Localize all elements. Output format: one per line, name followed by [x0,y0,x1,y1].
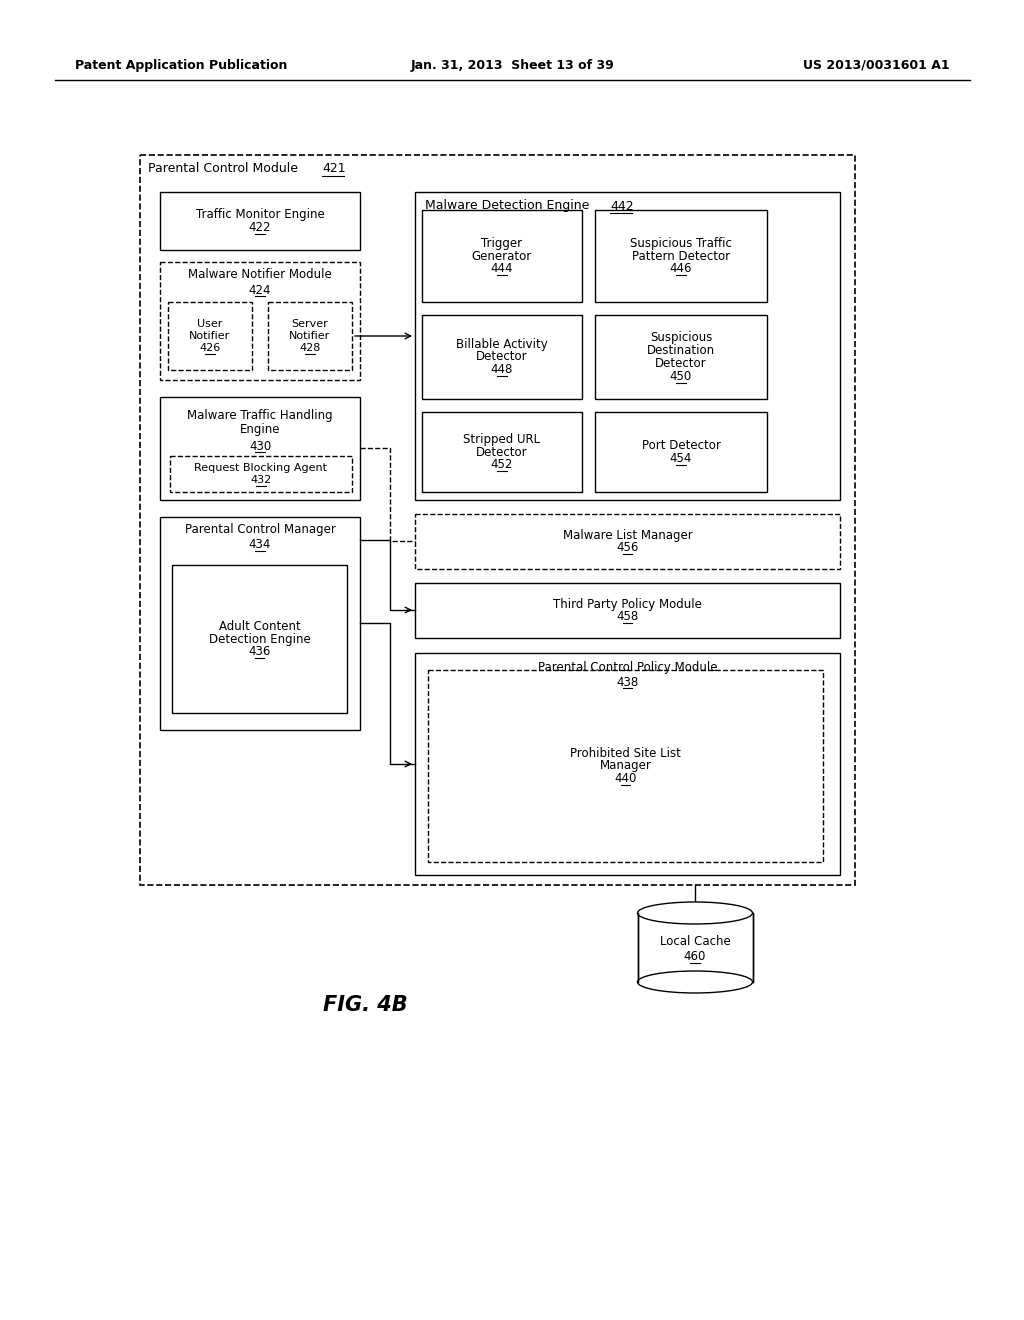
Text: Server: Server [292,319,329,329]
Text: 446: 446 [670,263,692,276]
Text: User: User [198,319,222,329]
Text: Trigger: Trigger [481,236,522,249]
Bar [428,671,823,862]
Text: Malware Traffic Handling: Malware Traffic Handling [187,408,333,421]
Text: Patent Application Publication: Patent Application Publication [75,58,288,71]
Bar [638,913,753,982]
Bar [172,565,347,713]
Text: Third Party Policy Module: Third Party Policy Module [553,598,701,611]
Bar [168,302,252,370]
Text: Suspicious: Suspicious [650,331,712,345]
Text: Detector: Detector [476,446,527,458]
Text: 428: 428 [299,343,321,352]
Text: Suspicious Traffic: Suspicious Traffic [630,236,732,249]
Bar [415,191,840,500]
Ellipse shape [638,972,753,993]
Text: Adult Content: Adult Content [219,620,300,632]
Bar [422,412,582,492]
Bar [422,315,582,399]
Bar [140,154,855,884]
Bar [595,315,767,399]
Bar [595,210,767,302]
Text: Notifier: Notifier [290,331,331,341]
Text: 434: 434 [249,539,271,552]
Text: Local Cache: Local Cache [659,935,730,948]
Text: Billable Activity: Billable Activity [456,338,548,351]
Bar [415,583,840,638]
Bar [160,517,360,730]
Text: Malware Detection Engine: Malware Detection Engine [425,199,597,213]
Text: Port Detector: Port Detector [642,440,721,453]
Text: 442: 442 [610,199,634,213]
Text: Malware Notifier Module: Malware Notifier Module [188,268,332,281]
Text: Jan. 31, 2013  Sheet 13 of 39: Jan. 31, 2013 Sheet 13 of 39 [411,58,613,71]
Text: Malware List Manager: Malware List Manager [562,528,692,541]
Text: Request Blocking Agent: Request Blocking Agent [195,463,328,473]
Text: Parental Control Manager: Parental Control Manager [184,524,336,536]
Bar [268,302,352,370]
Bar [170,455,352,492]
Ellipse shape [638,902,753,924]
Text: 422: 422 [249,220,271,234]
Text: FIG. 4B: FIG. 4B [323,995,408,1015]
Text: 432: 432 [251,475,271,484]
Text: 438: 438 [616,676,639,689]
Bar [595,412,767,492]
Bar [415,513,840,569]
Text: 430: 430 [249,440,271,453]
Text: 448: 448 [490,363,513,376]
Text: 454: 454 [670,451,692,465]
Text: Pattern Detector: Pattern Detector [632,249,730,263]
Bar [415,653,840,875]
Text: 450: 450 [670,370,692,383]
Text: 456: 456 [616,541,639,554]
Text: 440: 440 [614,772,637,785]
Text: Destination: Destination [647,345,715,358]
Text: 452: 452 [490,458,513,471]
Text: Engine: Engine [240,424,281,437]
Text: Parental Control Policy Module: Parental Control Policy Module [538,660,717,673]
Text: Stripped URL: Stripped URL [464,433,541,446]
Text: Detector: Detector [655,356,707,370]
Text: 421: 421 [322,162,346,176]
Text: 460: 460 [684,950,707,964]
Text: Detector: Detector [476,351,527,363]
Bar [160,397,360,500]
Text: Traffic Monitor Engine: Traffic Monitor Engine [196,209,325,222]
Text: 424: 424 [249,284,271,297]
Text: Generator: Generator [472,249,532,263]
Text: Manager: Manager [600,759,651,772]
Bar [160,191,360,249]
Text: 426: 426 [200,343,220,352]
Text: Detection Engine: Detection Engine [209,632,310,645]
Bar [160,261,360,380]
Text: 436: 436 [248,645,270,659]
Text: Parental Control Module: Parental Control Module [148,162,306,176]
Bar [422,210,582,302]
Text: 444: 444 [490,263,513,276]
Text: US 2013/0031601 A1: US 2013/0031601 A1 [804,58,950,71]
Text: Prohibited Site List: Prohibited Site List [570,747,681,760]
Text: Notifier: Notifier [189,331,230,341]
Text: 458: 458 [616,610,639,623]
